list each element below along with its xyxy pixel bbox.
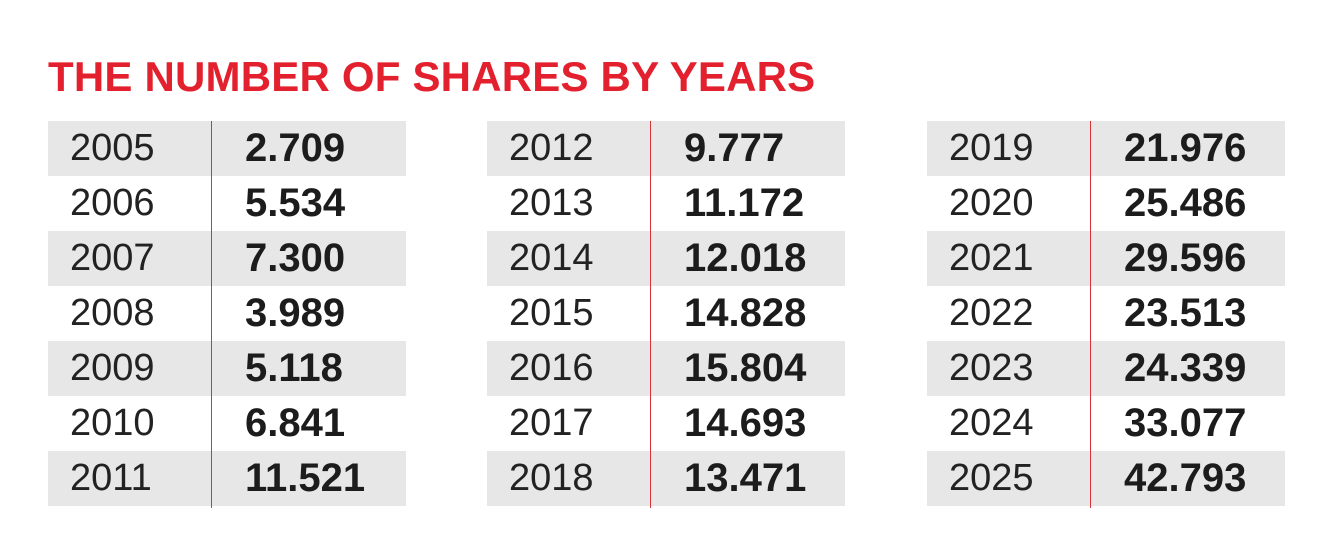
- page-title: THE NUMBER OF SHARES BY YEARS: [48, 53, 816, 100]
- table-row: 2017 14.693: [487, 396, 845, 451]
- table-row: 2019 21.976: [927, 121, 1285, 176]
- table-row: 2022 23.513: [927, 286, 1285, 341]
- year-cell: 2009: [70, 347, 155, 389]
- year-cell: 2015: [509, 292, 594, 334]
- year-cell: 2024: [949, 402, 1034, 444]
- table-row: 2024 33.077: [927, 396, 1285, 451]
- value-cell: 7.300: [245, 236, 346, 280]
- value-cell: 29.596: [1124, 236, 1247, 280]
- table-row: 2006 5.534: [48, 176, 406, 231]
- year-cell: 2006: [70, 182, 155, 224]
- value-cell: 13.471: [684, 456, 807, 500]
- table-row: 2013 11.172: [487, 176, 845, 231]
- year-cell: 2025: [949, 457, 1034, 499]
- year-cell: 2018: [509, 457, 594, 499]
- table-row: 2009 5.118: [48, 341, 406, 396]
- year-cell: 2008: [70, 292, 155, 334]
- value-cell: 21.976: [1124, 126, 1247, 170]
- value-cell: 12.018: [684, 236, 807, 280]
- value-cell: 14.828: [684, 291, 807, 335]
- value-cell: 23.513: [1124, 291, 1247, 335]
- table-row: 2021 29.596: [927, 231, 1285, 286]
- year-cell: 2005: [70, 127, 155, 169]
- value-cell: 2.709: [245, 126, 346, 170]
- year-cell: 2022: [949, 292, 1034, 334]
- table-row: 2018 13.471: [487, 451, 845, 506]
- value-cell: 5.534: [245, 181, 346, 225]
- value-cell: 3.989: [245, 291, 346, 335]
- table-row: 2020 25.486: [927, 176, 1285, 231]
- value-cell: 9.777: [684, 126, 785, 170]
- table-row: 2023 24.339: [927, 341, 1285, 396]
- year-cell: 2020: [949, 182, 1034, 224]
- value-cell: 11.172: [684, 181, 805, 225]
- value-cell: 24.339: [1124, 346, 1247, 390]
- year-cell: 2016: [509, 347, 594, 389]
- year-cell: 2023: [949, 347, 1034, 389]
- table-row: 2016 15.804: [487, 341, 845, 396]
- year-cell: 2019: [949, 127, 1034, 169]
- table-row: 2015 14.828: [487, 286, 845, 341]
- table-column-3: 2019 21.976 2020 25.486 2021 29.596 2022…: [927, 121, 1285, 508]
- table-column-1: 2005 2.709 2006 5.534 2007 7.300 2008 3.…: [48, 121, 406, 508]
- table-row: 2025 42.793: [927, 451, 1285, 506]
- value-cell: 14.693: [684, 401, 807, 445]
- value-cell: 11.521: [245, 456, 366, 500]
- table-row: 2012 9.777: [487, 121, 845, 176]
- table-row: 2014 12.018: [487, 231, 845, 286]
- year-cell: 2017: [509, 402, 594, 444]
- value-cell: 5.118: [245, 346, 343, 390]
- table-row: 2010 6.841: [48, 396, 406, 451]
- table-column-2: 2012 9.777 2013 11.172 2014 12.018 2015 …: [487, 121, 845, 508]
- table-row: 2008 3.989: [48, 286, 406, 341]
- year-cell: 2011: [70, 457, 152, 499]
- value-cell: 15.804: [684, 346, 807, 390]
- year-cell: 2012: [509, 127, 594, 169]
- year-cell: 2021: [949, 237, 1034, 279]
- year-cell: 2010: [70, 402, 155, 444]
- table-row: 2005 2.709: [48, 121, 406, 176]
- table-row: 2011 11.521: [48, 451, 406, 506]
- value-cell: 6.841: [245, 401, 346, 445]
- table-row: 2007 7.300: [48, 231, 406, 286]
- value-cell: 33.077: [1124, 401, 1247, 445]
- year-cell: 2013: [509, 182, 594, 224]
- year-cell: 2014: [509, 237, 594, 279]
- year-cell: 2007: [70, 237, 155, 279]
- value-cell: 25.486: [1124, 181, 1247, 225]
- value-cell: 42.793: [1124, 456, 1247, 500]
